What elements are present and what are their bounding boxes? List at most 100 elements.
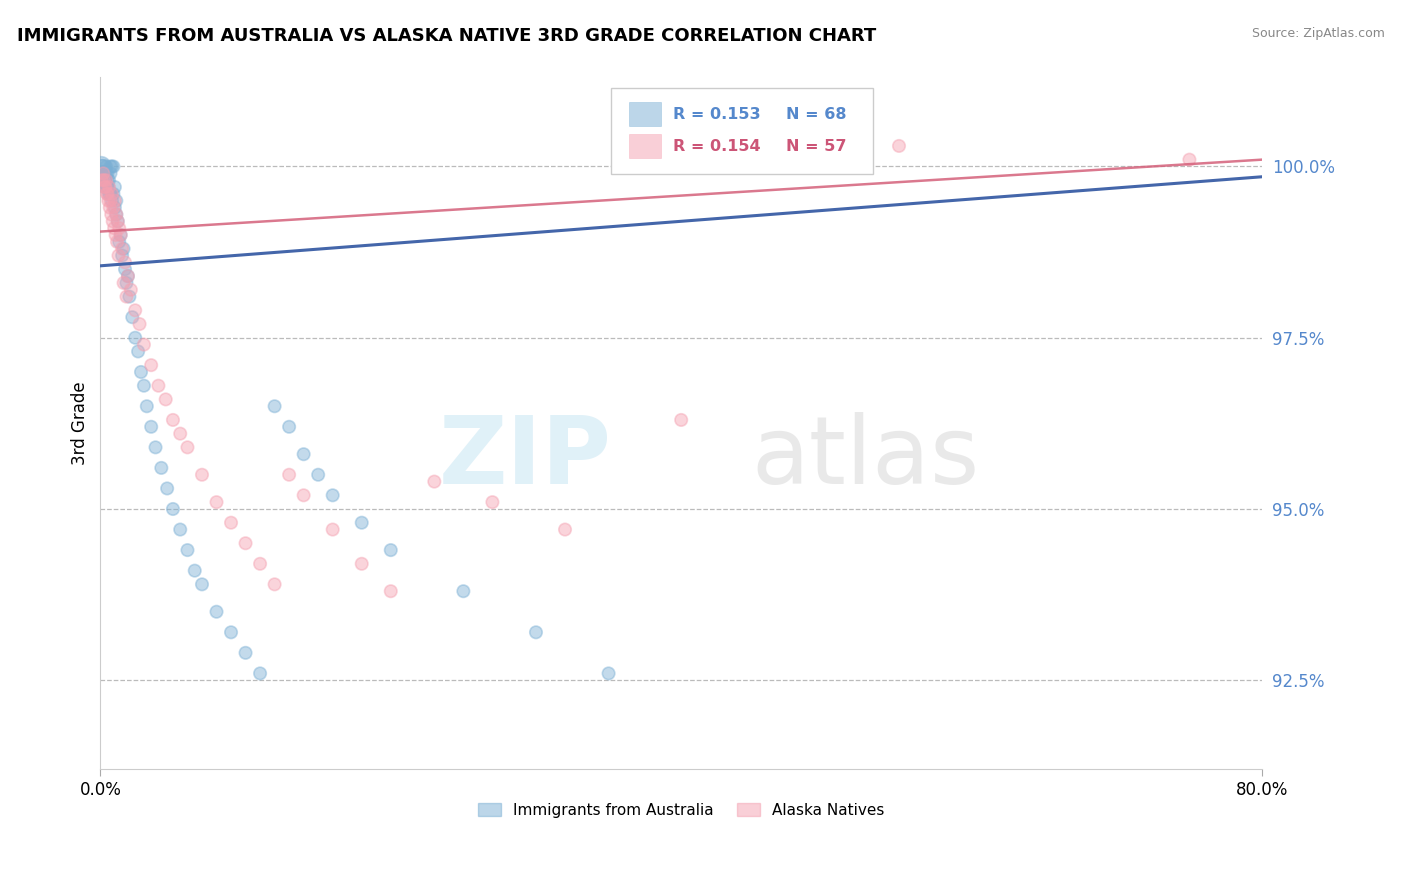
Point: [176, 441, 198, 455]
Point: [93, 173, 115, 187]
Point: [105, 207, 128, 221]
Point: [98, 186, 121, 201]
Point: [120, 283, 142, 297]
Point: [93, 166, 115, 180]
Point: [94, 173, 117, 187]
Text: atlas: atlas: [751, 412, 979, 504]
Legend: Immigrants from Australia, Alaska Natives: Immigrants from Australia, Alaska Native…: [472, 797, 890, 824]
Point: [117, 269, 139, 284]
Text: IMMIGRANTS FROM AUSTRALIA VS ALASKA NATIVE 3RD GRADE CORRELATION CHART: IMMIGRANTS FROM AUSTRALIA VS ALASKA NATI…: [17, 27, 876, 45]
Point: [124, 331, 146, 345]
Point: [90, 160, 112, 174]
Point: [307, 467, 329, 482]
Point: [669, 413, 692, 427]
Point: [524, 625, 547, 640]
Point: [145, 441, 167, 455]
Point: [141, 358, 163, 372]
Point: [481, 495, 503, 509]
Point: [107, 214, 129, 228]
Point: [115, 276, 138, 290]
Point: [91, 173, 114, 187]
Point: [100, 186, 122, 201]
Point: [135, 399, 157, 413]
Point: [110, 227, 132, 242]
Point: [380, 543, 402, 558]
Point: [93, 173, 115, 187]
Point: [263, 399, 285, 413]
Point: [169, 523, 191, 537]
Point: [114, 262, 136, 277]
Point: [96, 173, 118, 187]
Point: [101, 160, 124, 174]
Point: [103, 221, 125, 235]
Point: [98, 186, 121, 201]
Point: [219, 625, 242, 640]
Point: [111, 242, 134, 256]
Point: [162, 413, 184, 427]
Point: [105, 235, 128, 249]
Point: [278, 467, 301, 482]
Point: [103, 160, 125, 174]
Point: [380, 584, 402, 599]
Point: [148, 378, 170, 392]
Point: [112, 242, 135, 256]
Point: [176, 543, 198, 558]
Point: [219, 516, 242, 530]
Point: [169, 426, 191, 441]
Text: N = 68: N = 68: [786, 107, 846, 121]
Point: [322, 488, 344, 502]
Point: [350, 557, 373, 571]
Point: [453, 584, 475, 599]
Point: [598, 666, 620, 681]
FancyBboxPatch shape: [628, 102, 661, 126]
Point: [249, 557, 271, 571]
Point: [108, 235, 131, 249]
Point: [205, 495, 228, 509]
Point: [129, 365, 152, 379]
Point: [110, 227, 132, 242]
Point: [292, 447, 315, 461]
Text: Source: ZipAtlas.com: Source: ZipAtlas.com: [1251, 27, 1385, 40]
Point: [93, 180, 115, 194]
Point: [91, 166, 114, 180]
Point: [97, 180, 120, 194]
Point: [104, 227, 127, 242]
Text: N = 57: N = 57: [786, 139, 846, 154]
Point: [107, 248, 129, 262]
Point: [96, 173, 118, 187]
Point: [350, 516, 373, 530]
Point: [249, 666, 271, 681]
Point: [127, 344, 149, 359]
Point: [128, 317, 150, 331]
Text: ZIP: ZIP: [439, 412, 612, 504]
Point: [101, 194, 124, 208]
Point: [205, 605, 228, 619]
Point: [96, 160, 118, 174]
Point: [322, 523, 344, 537]
Point: [98, 201, 121, 215]
Point: [141, 419, 163, 434]
Text: R = 0.153: R = 0.153: [673, 107, 761, 121]
FancyBboxPatch shape: [612, 87, 873, 174]
Point: [235, 646, 257, 660]
Point: [278, 419, 301, 434]
Point: [96, 180, 118, 194]
Point: [156, 482, 179, 496]
Point: [235, 536, 257, 550]
Point: [108, 221, 131, 235]
Point: [121, 310, 143, 325]
Point: [100, 194, 122, 208]
Point: [111, 248, 134, 262]
Point: [263, 577, 285, 591]
Point: [115, 290, 138, 304]
Point: [90, 160, 112, 174]
Point: [114, 255, 136, 269]
FancyBboxPatch shape: [628, 134, 661, 159]
Point: [93, 180, 115, 194]
Point: [98, 180, 121, 194]
Point: [112, 276, 135, 290]
Point: [124, 303, 146, 318]
Point: [105, 207, 128, 221]
Point: [100, 166, 122, 180]
Point: [118, 290, 141, 304]
